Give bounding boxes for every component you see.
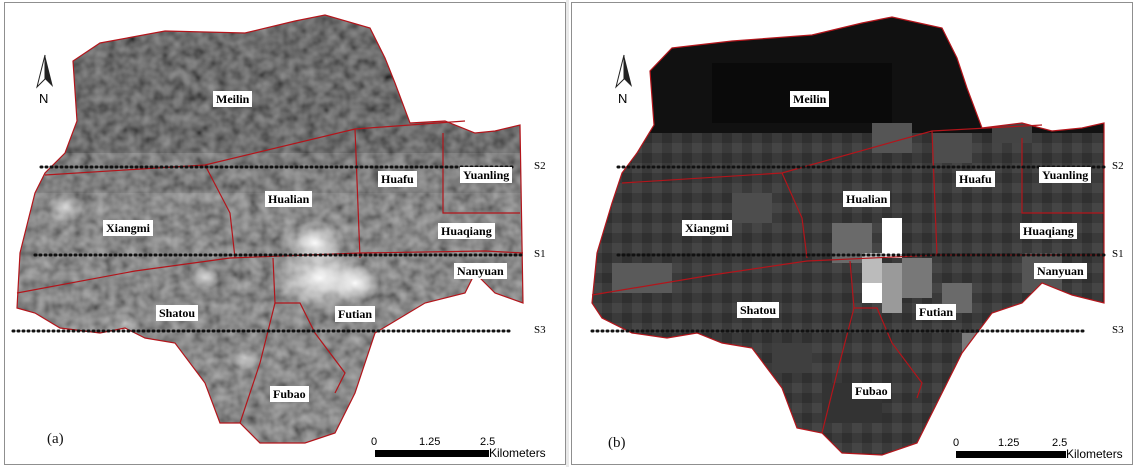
- district-boundaries-b: [591, 16, 1105, 456]
- district-label-shatou: Shatou: [737, 302, 780, 318]
- district-label-huafu: Huafu: [378, 171, 417, 187]
- raster-map-a: [16, 14, 524, 444]
- district-label-xiangmi: Xiangmi: [682, 220, 733, 236]
- district-label-huaqiang: Huaqiang: [1020, 223, 1077, 239]
- scale-tick-2: 2.5: [480, 436, 496, 448]
- transect-label-s3: S3: [534, 324, 546, 336]
- district-label-meilin: Meilin: [213, 91, 253, 107]
- scale-tick-0: 0: [371, 436, 378, 448]
- district-label-huaqiang: Huaqiang: [438, 223, 495, 239]
- transect-lines-a: [11, 165, 527, 333]
- north-label: N: [618, 91, 628, 106]
- map-panel-a: N S2 S1 S3 Meilin Huafu Yuanling Hualian…: [4, 2, 566, 465]
- transect-label-s2: S2: [1112, 160, 1124, 172]
- map-panel-b: N S2 S1 S3 Meilin Huafu Yuanling Hualian…: [571, 2, 1133, 465]
- district-label-yuanling: Yuanling: [1039, 167, 1092, 183]
- district-label-meilin: Meilin: [790, 91, 830, 107]
- scale-bar: [375, 450, 489, 457]
- scale-tick-2: 2.5: [1052, 437, 1068, 449]
- scale-bar: [956, 451, 1066, 458]
- raster-map-b: [591, 16, 1105, 456]
- district-label-huafu: Huafu: [956, 171, 995, 187]
- scale-unit: Kilometers: [489, 446, 546, 460]
- scale-tick-0: 0: [953, 437, 960, 449]
- scale-tick-1: 1.25: [998, 437, 1020, 449]
- panel-label: (a): [47, 431, 64, 447]
- district-label-fubao: Fubao: [852, 383, 891, 399]
- transect-label-s2: S2: [534, 160, 546, 172]
- transect-label-s1: S1: [534, 248, 546, 260]
- district-label-nanyuan: Nanyuan: [1034, 263, 1087, 279]
- transect-label-s1: S1: [1112, 248, 1124, 260]
- transect-label-s3: S3: [1112, 324, 1124, 336]
- district-label-hualian: Hualian: [843, 191, 891, 207]
- district-label-nanyuan: Nanyuan: [454, 263, 507, 279]
- north-label: N: [39, 91, 49, 106]
- district-label-futian: Futian: [916, 304, 957, 320]
- scale-unit: Kilometers: [1066, 447, 1123, 461]
- district-label-xiangmi: Xiangmi: [103, 220, 154, 236]
- transect-lines-b: [590, 165, 1109, 333]
- north-arrow-icon: [36, 54, 53, 89]
- north-arrow-icon: [615, 54, 632, 89]
- district-label-shatou: Shatou: [156, 305, 199, 321]
- panel-separator: [566, 0, 569, 467]
- district-label-yuanling: Yuanling: [460, 167, 513, 183]
- panel-label: (b): [608, 435, 626, 451]
- district-label-hualian: Hualian: [265, 191, 313, 207]
- district-label-fubao: Fubao: [270, 386, 309, 402]
- scale-tick-1: 1.25: [419, 436, 441, 448]
- district-label-futian: Futian: [335, 306, 376, 322]
